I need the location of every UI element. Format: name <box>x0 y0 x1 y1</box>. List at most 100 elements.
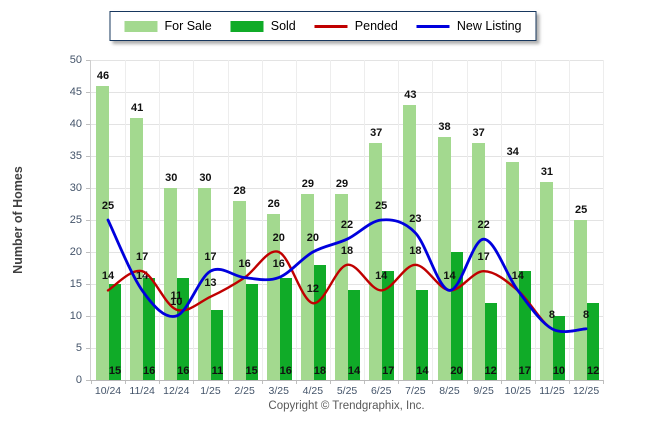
x-tick-6 <box>295 380 297 384</box>
legend-label: New Listing <box>456 19 522 33</box>
x-tick-10 <box>432 380 434 384</box>
bar-sold-6/25 <box>382 271 395 380</box>
for-sale-value-12/25: 25 <box>574 204 588 216</box>
x-tick-14 <box>569 380 570 384</box>
x-label-11/24: 11/24 <box>129 385 155 397</box>
for-sale-value-2/25: 28 <box>233 184 246 197</box>
x-tick-3 <box>193 380 195 384</box>
pended-value-6/25: 14 <box>375 270 388 283</box>
pended-value-12/25: 8 <box>583 308 590 321</box>
legend-item-pended: Pended <box>314 19 398 33</box>
x-label-12/24: 12/24 <box>163 385 190 397</box>
sold-value-12/25: 12 <box>586 365 600 377</box>
gridline-v-15 <box>603 60 605 380</box>
legend-label: Pended <box>354 19 398 33</box>
y-tick-0 <box>86 380 90 381</box>
for-sale-value-10/24: 46 <box>96 69 110 82</box>
x-label-4/25: 4/25 <box>302 385 324 397</box>
bar-for-sale-12/25 <box>574 220 588 380</box>
y-tick-35 <box>86 156 90 157</box>
sold-value-12/24: 16 <box>177 365 190 377</box>
sold-value-11/24: 16 <box>143 365 156 377</box>
new-listing-value-3/25: 16 <box>272 257 285 270</box>
sold-value-9/25: 12 <box>484 365 497 377</box>
gridline-v-1 <box>125 60 127 380</box>
bar-for-sale-6/25 <box>369 143 383 380</box>
y-tick-label-50: 50 <box>69 54 82 66</box>
pended-value-9/25: 17 <box>477 251 490 264</box>
for-sale-value-12/24: 30 <box>165 172 178 184</box>
legend: For Sale Sold Pended New Listing <box>109 11 537 41</box>
gridline-v-13 <box>534 60 536 380</box>
y-tick-label-40: 40 <box>69 118 82 130</box>
x-tick-1 <box>125 380 127 384</box>
legend-label: Sold <box>270 19 296 33</box>
x-tick-15 <box>603 380 605 384</box>
pended-value-4/25: 12 <box>306 283 320 296</box>
sold-value-6/25: 17 <box>382 365 395 377</box>
pended-value-7/25: 18 <box>409 244 422 257</box>
y-tick-30 <box>86 188 90 189</box>
bar-for-sale-11/24 <box>130 117 144 380</box>
for-sale-value-9/25: 37 <box>472 127 485 140</box>
pended-value-11/25: 8 <box>548 308 555 321</box>
y-tick-label-15: 15 <box>69 278 82 290</box>
for-sale-value-11/24: 41 <box>131 101 144 114</box>
x-tick-12 <box>500 380 502 384</box>
y-tick-25 <box>86 220 90 221</box>
x-axis-line <box>90 380 603 381</box>
for-sale-value-4/25: 29 <box>301 178 315 191</box>
legend-item-for-sale: For Sale <box>124 19 212 33</box>
gridline-v-9 <box>398 60 400 380</box>
x-label-12/25: 12/25 <box>572 385 600 397</box>
x-tick-7 <box>330 380 331 384</box>
pended-value-11/24: 17 <box>136 251 149 264</box>
y-tick-label-5: 5 <box>75 342 82 354</box>
sold-value-8/25: 20 <box>450 365 463 377</box>
line-swatch-3 <box>416 24 450 28</box>
bar-for-sale-10/24 <box>96 85 109 380</box>
bar-for-sale-12/24 <box>164 188 178 380</box>
sold-value-2/25: 15 <box>245 365 258 377</box>
bar-sold-4/25 <box>313 264 326 380</box>
bar-sold-10/25 <box>518 271 531 380</box>
gridline-45 <box>90 92 603 93</box>
x-label-8/25: 8/25 <box>439 385 460 397</box>
gridline-v-4 <box>227 60 229 380</box>
x-label-5/25: 5/25 <box>336 385 358 397</box>
bar-for-sale-8/25 <box>437 136 451 380</box>
gridline-v-8 <box>364 60 366 380</box>
bar-for-sale-2/25 <box>232 200 246 380</box>
y-tick-45 <box>86 92 90 93</box>
gridline-v-6 <box>295 60 297 380</box>
sold-value-5/25: 14 <box>347 365 361 377</box>
copyright-footer: Copyright © Trendgraphix, Inc. <box>268 400 425 412</box>
gridline-v-5 <box>261 60 263 380</box>
pended-value-5/25: 18 <box>340 244 354 257</box>
x-label-10/25: 10/25 <box>504 385 531 397</box>
bar-for-sale-11/25 <box>539 181 553 380</box>
gridline-v-11 <box>466 60 468 380</box>
x-label-6/25: 6/25 <box>370 385 392 397</box>
bar-sold-12/25 <box>587 303 600 380</box>
pended-value-10/24: 14 <box>101 270 115 283</box>
x-tick-0 <box>90 380 92 384</box>
x-tick-4 <box>227 380 229 384</box>
x-tick-9 <box>398 380 400 384</box>
x-tick-11 <box>466 380 468 384</box>
line-swatch-2 <box>314 24 348 28</box>
for-sale-value-7/25: 43 <box>404 88 417 101</box>
for-sale-value-6/25: 37 <box>370 127 383 140</box>
legend-item-new-listing: New Listing <box>416 19 522 33</box>
pended-value-3/25: 20 <box>272 232 285 244</box>
y-tick-label-0: 0 <box>75 374 82 386</box>
gridline-v-3 <box>193 60 195 380</box>
x-label-10/24: 10/24 <box>94 385 122 397</box>
sold-value-1/25: 11 <box>211 365 224 377</box>
gridline-v-7 <box>330 60 331 380</box>
y-tick-label-10: 10 <box>69 310 82 322</box>
gridline-v-14 <box>569 60 570 380</box>
y-tick-10 <box>86 316 90 317</box>
swatch-1 <box>230 20 264 32</box>
